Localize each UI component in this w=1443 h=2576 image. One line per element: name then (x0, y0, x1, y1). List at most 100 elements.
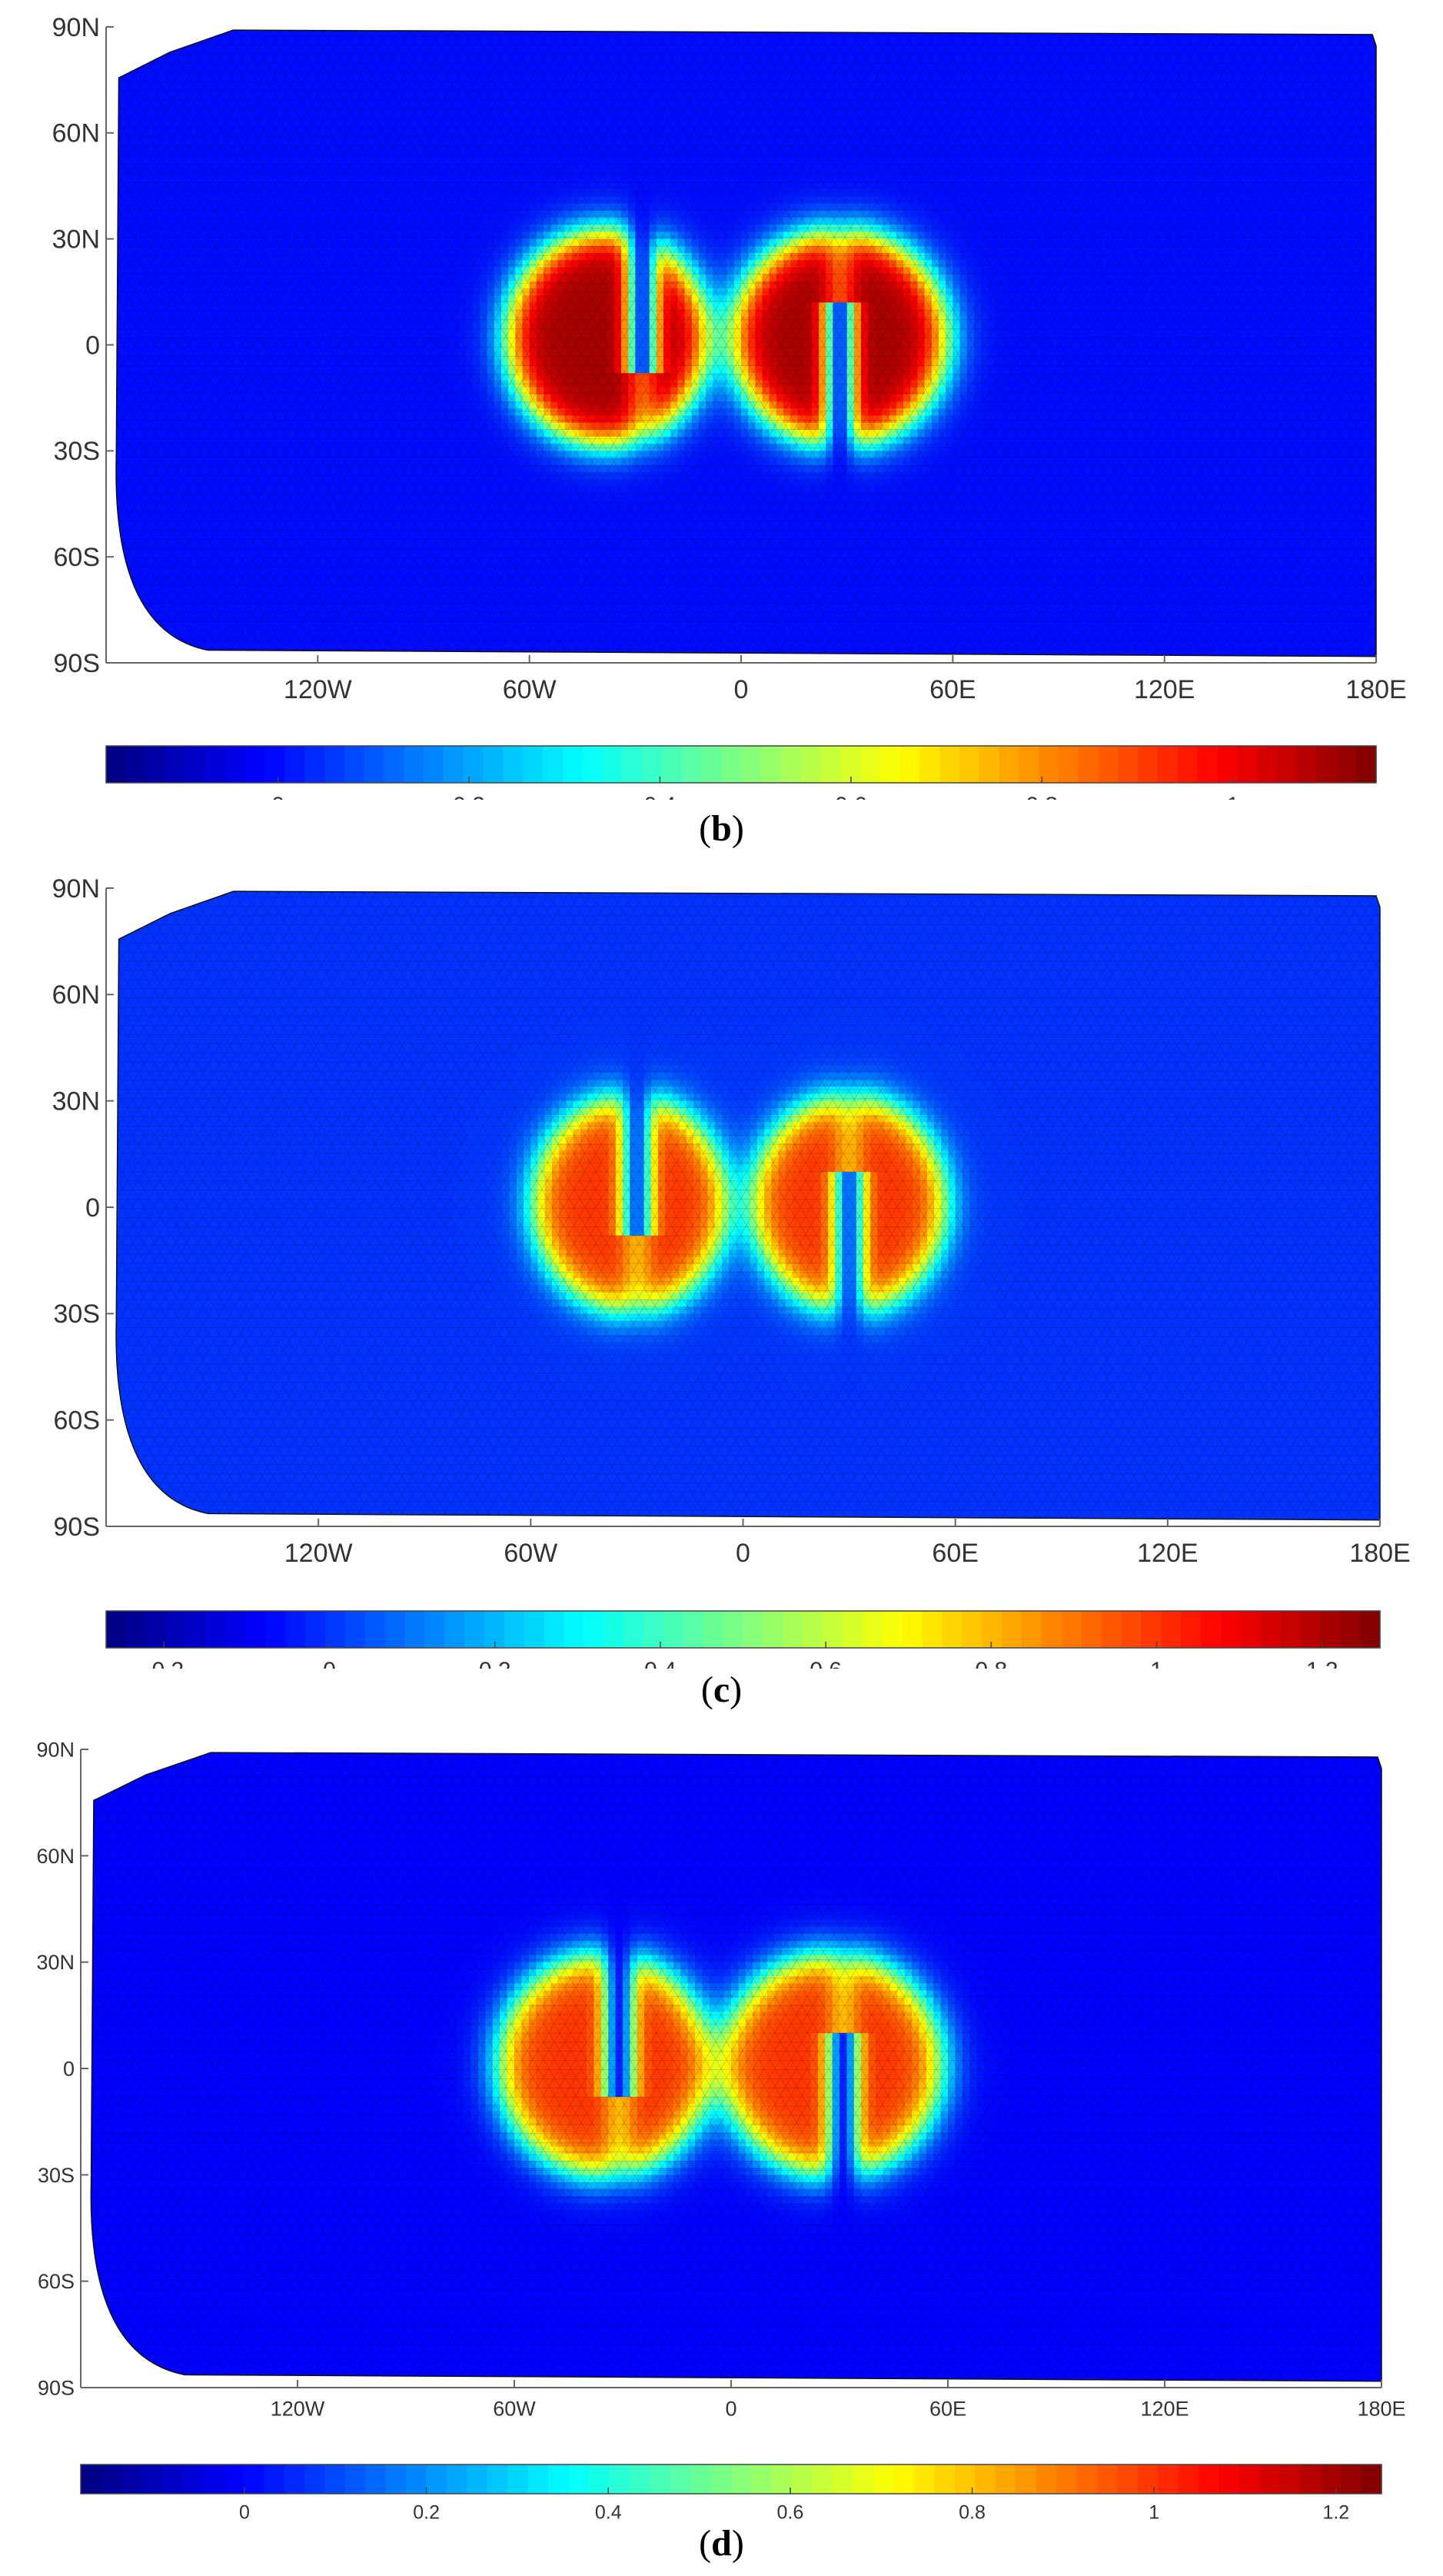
heatmap-cell (1135, 55, 1144, 63)
heatmap-cell (183, 69, 191, 77)
heatmap-cell (1312, 90, 1321, 98)
heatmap-cell (1086, 111, 1095, 120)
heatmap-cell (861, 41, 869, 49)
heatmap-cell (790, 69, 799, 77)
heatmap-cell (402, 62, 411, 70)
heatmap-cell (1348, 76, 1356, 85)
heatmap-cell (818, 41, 826, 49)
heatmap-cell (198, 48, 206, 56)
heatmap-cell (451, 105, 460, 112)
heatmap-cell (353, 55, 361, 63)
heatmap-cell (282, 97, 291, 105)
heatmap-cell (198, 83, 206, 92)
heatmap-cell (367, 175, 375, 183)
heatmap-cell (953, 41, 961, 49)
heatmap-cell (720, 83, 728, 92)
heatmap-cell (431, 41, 438, 49)
heatmap-cell (1333, 83, 1342, 92)
heatmap-cell (607, 76, 615, 85)
heatmap-cell (882, 62, 890, 70)
heatmap-cell (416, 41, 424, 49)
heatmap-cell (1284, 48, 1292, 56)
heatmap-cell (1192, 97, 1201, 105)
heatmap-cell (1023, 55, 1031, 63)
heatmap-cell (995, 105, 1003, 112)
heatmap-cell (275, 76, 284, 85)
heatmap-cell (720, 34, 728, 42)
heatmap-cell (233, 76, 241, 85)
heatmap-cell (973, 48, 982, 56)
heatmap-cell (268, 132, 276, 141)
heatmap-cell (204, 196, 213, 205)
heatmap-cell (353, 111, 361, 120)
heatmap-cell (303, 97, 311, 105)
heatmap-cell (995, 175, 1003, 183)
heatmap-cell (564, 90, 573, 98)
heatmap-cell (318, 132, 326, 141)
heatmap-cell (981, 111, 989, 120)
heatmap-cell (635, 48, 643, 56)
heatmap-cell (444, 132, 453, 141)
heatmap-cell (1355, 189, 1363, 198)
heatmap-cell (1016, 34, 1024, 42)
heatmap-cell (656, 111, 664, 120)
heatmap-cell (367, 105, 375, 112)
heatmap-cell (811, 55, 820, 63)
heatmap-cell (981, 62, 989, 70)
heatmap-cell (1277, 41, 1285, 49)
heatmap-cell (698, 97, 707, 105)
heatmap-cell (247, 34, 255, 42)
heatmap-cell (769, 62, 777, 70)
heatmap-cell (416, 34, 424, 42)
heatmap-cell (1150, 105, 1159, 112)
heatmap-cell (116, 69, 121, 77)
heatmap-cell (268, 90, 276, 98)
heatmap-cell (1242, 111, 1250, 120)
heatmap-cell (1298, 196, 1306, 205)
heatmap-cell (289, 41, 298, 49)
heatmap-cell (261, 196, 269, 205)
heatmap-cell (1291, 76, 1299, 85)
heatmap-cell (1009, 111, 1017, 120)
heatmap-cell (677, 175, 686, 183)
heatmap-cell (1319, 97, 1328, 105)
heatmap-cell (600, 125, 608, 134)
heatmap-cell (1270, 69, 1278, 77)
heatmap-cell (620, 97, 629, 105)
heatmap-cell (1362, 196, 1370, 205)
heatmap-cell (388, 90, 396, 98)
heatmap-cell (917, 125, 926, 134)
heatmap-cell (889, 105, 897, 112)
heatmap-cell (663, 62, 671, 70)
heatmap-cell (1115, 62, 1123, 70)
heatmap-cell (226, 132, 234, 141)
heatmap-cell (544, 69, 551, 77)
heatmap-cell (1221, 55, 1229, 63)
heatmap-cell (1135, 111, 1144, 120)
heatmap-cell (840, 105, 848, 112)
heatmap-cell (973, 182, 982, 190)
heatmap-cell (1093, 147, 1102, 155)
heatmap-cell (564, 41, 573, 49)
heatmap-cell (670, 48, 678, 56)
heatmap-cell (338, 34, 347, 42)
heatmap-cell (120, 55, 128, 63)
heatmap-cell (656, 41, 664, 49)
heatmap-cell (868, 83, 876, 92)
heatmap-cell (840, 83, 848, 92)
heatmap-cell (713, 76, 721, 85)
heatmap-cell (1044, 76, 1052, 85)
heatmap-cell (1079, 62, 1088, 70)
heatmap-cell (1192, 76, 1201, 85)
heatmap-cell (762, 111, 770, 120)
heatmap-cell (1206, 41, 1215, 49)
heatmap-cell (116, 147, 121, 155)
heatmap-cell (1051, 125, 1059, 134)
heatmap-cell (656, 132, 664, 141)
heatmap-cell (233, 30, 241, 35)
heatmap-cell (116, 48, 121, 56)
heatmap-cell (409, 41, 417, 49)
heatmap-cell (444, 41, 453, 49)
heatmap-cell (677, 48, 686, 56)
heatmap-cell (1270, 30, 1278, 35)
